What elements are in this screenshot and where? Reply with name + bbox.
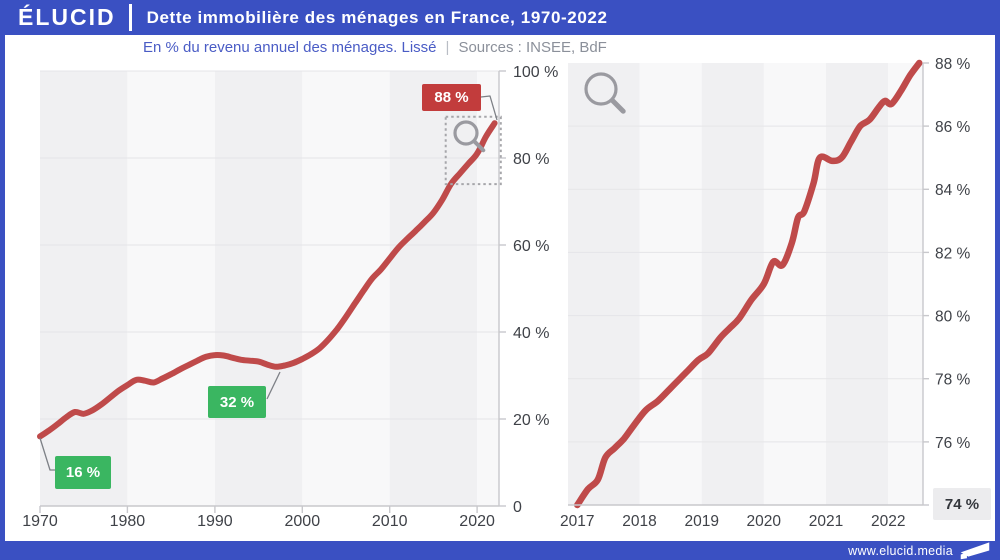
x-axis-label: 1980: [110, 513, 146, 530]
decade-band: [214, 71, 303, 506]
header-divider: [128, 4, 132, 31]
annotation-badge-32: 32 %: [208, 386, 266, 418]
x-axis-label: 2010: [372, 513, 408, 530]
y-axis-label: 84 %: [935, 182, 971, 199]
x-axis-label: 2021: [809, 513, 843, 530]
callout-line: [39, 437, 55, 471]
x-axis-label: 2020: [459, 513, 495, 530]
header-bar: ÉLUCID Dette immobilière des ménages en …: [0, 0, 1000, 35]
year-band: [763, 63, 826, 505]
y-axis-label: 80 %: [513, 151, 549, 168]
y-axis-label: 82 %: [935, 245, 971, 262]
decade-band: [389, 71, 478, 506]
subtitle: En % du revenu annuel des ménages. Lissé…: [143, 39, 607, 56]
zoom-region-box: [444, 115, 502, 186]
y-axis-label: 100 %: [513, 64, 558, 81]
x-axis-label: 2019: [684, 513, 718, 530]
y-axis-label: 20 %: [513, 412, 549, 429]
decade-band: [127, 71, 215, 506]
y-axis-label: 86 %: [935, 119, 971, 136]
annotation-badge-74: 74 %: [933, 488, 991, 520]
subtitle-main: En % du revenu annuel des ménages. Lissé: [143, 39, 437, 56]
y-axis-label: 40 %: [513, 325, 549, 342]
debt-line: [574, 59, 923, 509]
y-axis-label: 78 %: [935, 372, 971, 389]
magnifier-handle-icon: [472, 139, 486, 153]
decade-band: [302, 71, 390, 506]
footer-url: www.elucid.media: [848, 543, 953, 558]
x-axis-label: 2000: [285, 513, 321, 530]
brand-logo: ÉLUCID: [18, 4, 116, 30]
x-axis-label: 1990: [197, 513, 233, 530]
year-band: [568, 63, 640, 505]
elucid-flag-icon: [960, 542, 990, 560]
x-axis-label: 2020: [747, 513, 782, 530]
magnifier-icon: [453, 120, 479, 146]
subtitle-separator: |: [445, 39, 450, 56]
x-axis-label: 1970: [22, 513, 58, 530]
footer-bar: www.elucid.media: [0, 541, 1000, 560]
year-band: [639, 63, 702, 505]
magnifier-handle-icon: [610, 98, 626, 114]
y-axis-label: 80 %: [935, 309, 971, 326]
y-axis-label: 76 %: [935, 435, 971, 452]
decade-band: [477, 71, 499, 506]
decade-band: [40, 71, 128, 506]
y-axis-label: 60 %: [513, 238, 549, 255]
year-band: [701, 63, 764, 505]
year-band: [888, 63, 923, 505]
annotation-badge-88: 88 %: [422, 84, 481, 111]
magnifier-icon: [584, 72, 618, 106]
debt-line: [37, 120, 498, 440]
x-axis-label: 2022: [871, 513, 905, 530]
y-axis-label: 88 %: [935, 56, 971, 73]
y-axis-label: 0: [513, 499, 522, 516]
callout-line: [266, 371, 281, 400]
x-axis-label: 2017: [560, 513, 594, 530]
subtitle-sources: Sources : INSEE, BdF: [458, 39, 607, 56]
x-axis-label: 2018: [622, 513, 656, 530]
annotation-badge-16: 16 %: [55, 456, 111, 489]
callout-line: [480, 95, 498, 121]
page-title: Dette immobilière des ménages en France,…: [146, 7, 608, 27]
